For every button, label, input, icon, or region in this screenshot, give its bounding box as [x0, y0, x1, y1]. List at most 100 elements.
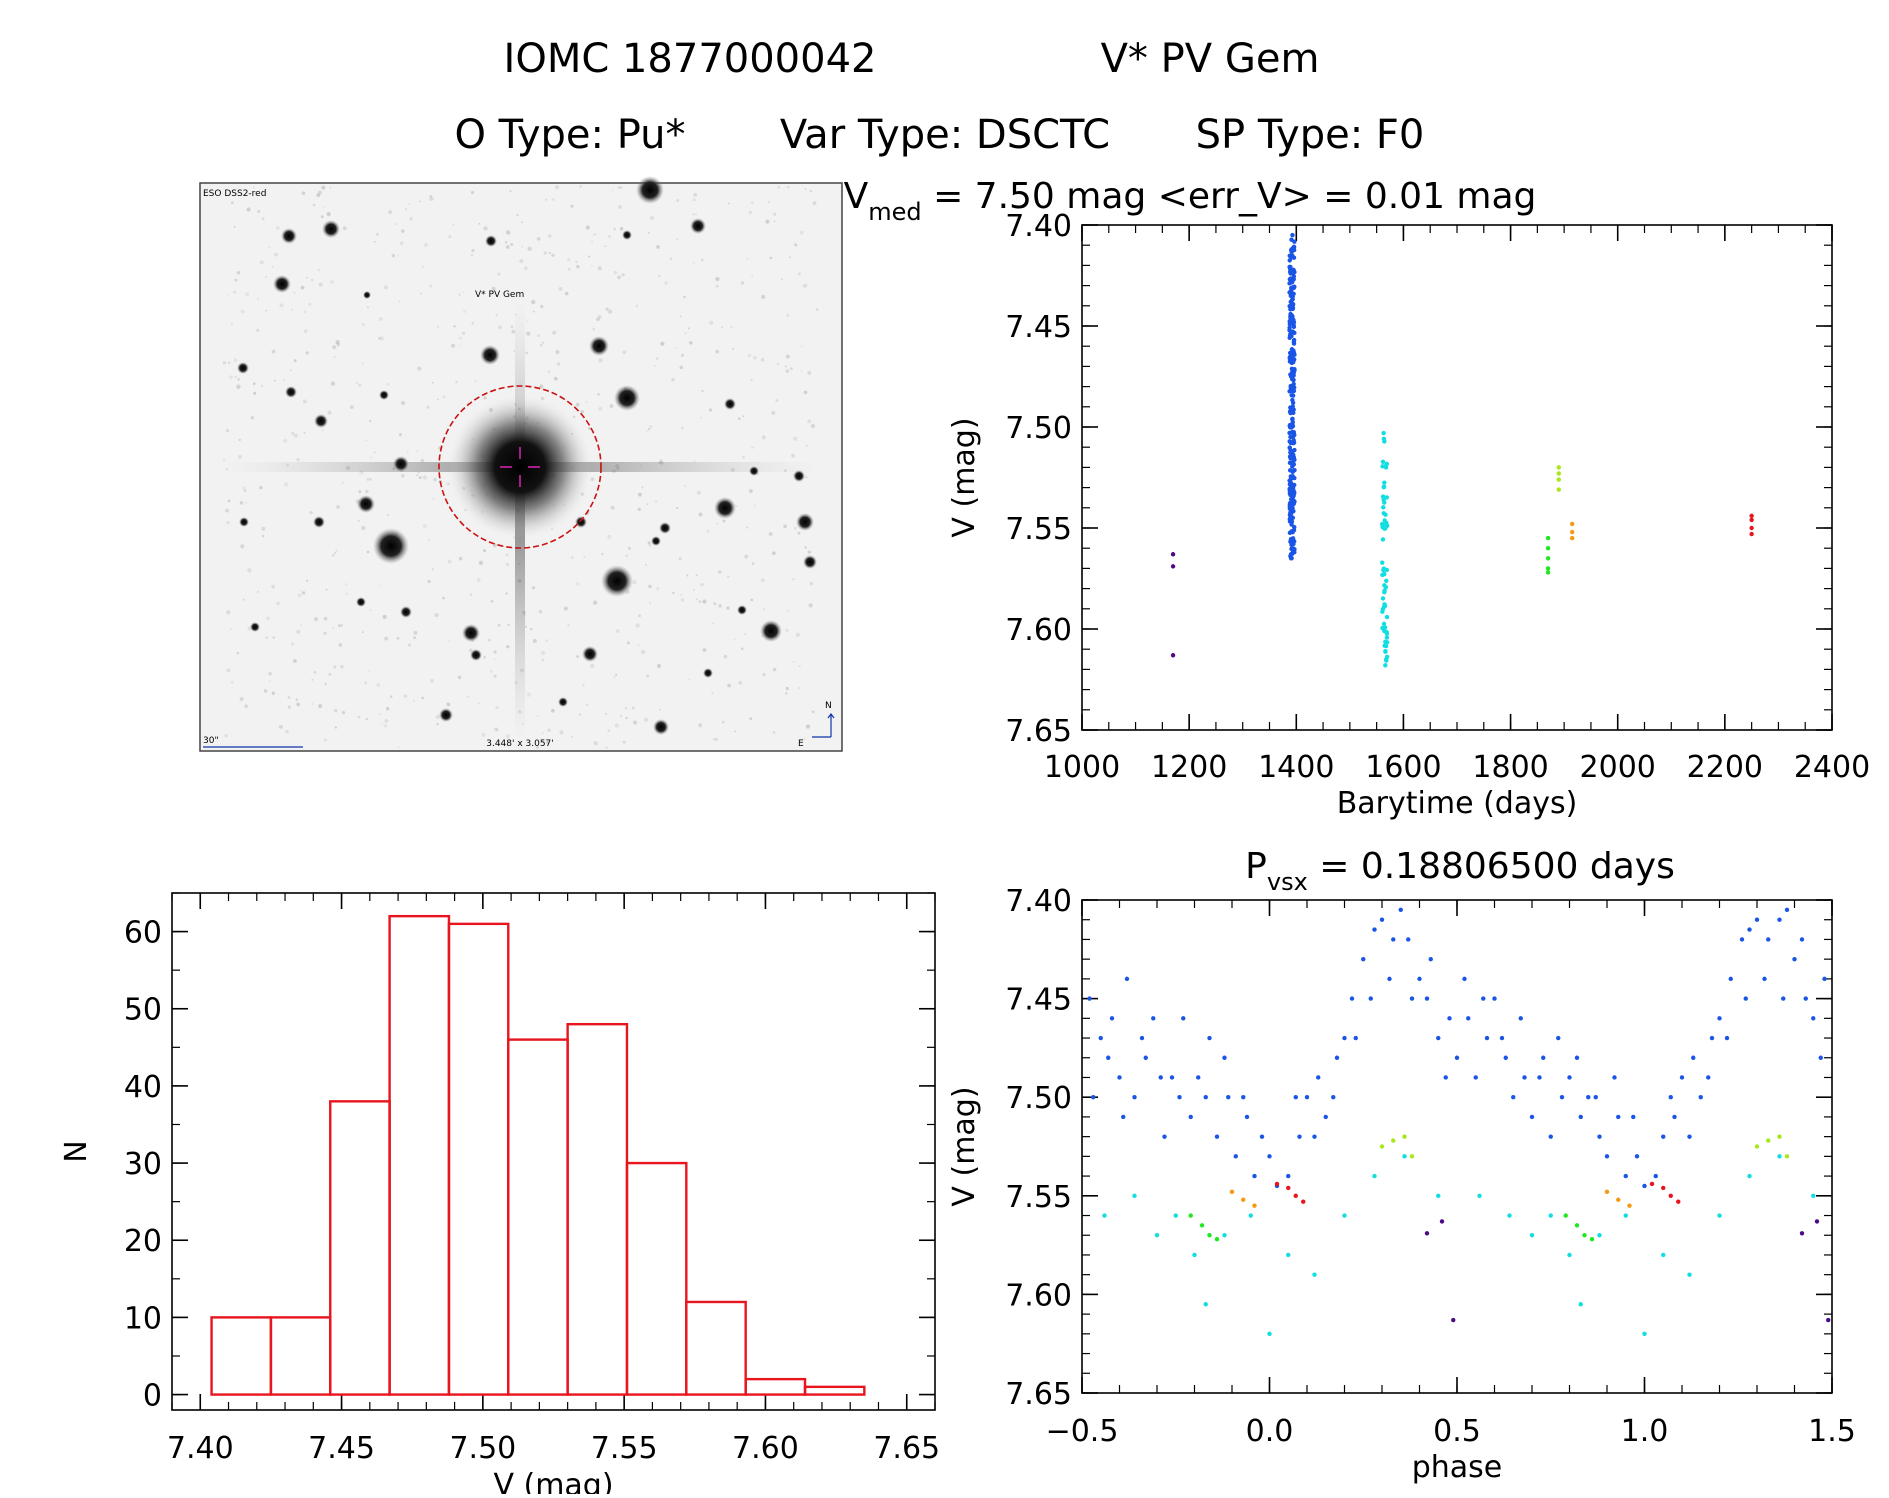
- lightcurve-point: [1382, 602, 1387, 607]
- lightcurve-point: [1290, 416, 1295, 421]
- finder-star: [273, 275, 291, 293]
- phased-point: [1574, 1055, 1580, 1060]
- finder-survey-label: ESO DSS2-red: [203, 189, 266, 199]
- histogram-bar: [803, 1385, 866, 1396]
- phased-point: [1676, 1199, 1681, 1204]
- phased-point: [1781, 996, 1786, 1001]
- phased-point: [1098, 1035, 1103, 1041]
- finder-star: [393, 456, 409, 472]
- lightcurve-point: [1292, 475, 1297, 481]
- lightcurve-point: [1289, 393, 1294, 398]
- phased-point: [1743, 996, 1748, 1001]
- y-tick-label: 10: [124, 1301, 162, 1336]
- phased-point: [1529, 1233, 1535, 1238]
- phased-point: [1529, 1114, 1535, 1120]
- phased-point: [1574, 1223, 1580, 1228]
- lightcurve-point: [1290, 317, 1295, 323]
- lightcurve-point: [1291, 276, 1296, 282]
- lightcurve-point: [1291, 350, 1297, 355]
- phased-point: [1124, 976, 1130, 982]
- lightcurve-point: [1287, 409, 1293, 414]
- phased-point: [1586, 1095, 1591, 1100]
- lightcurve-point: [1380, 459, 1386, 464]
- phased-point: [1188, 1213, 1193, 1218]
- phased-point: [1274, 1181, 1280, 1187]
- finder-star: [659, 522, 671, 534]
- phased-point: [1132, 1193, 1137, 1199]
- x-tick-label: 7.60: [732, 1431, 799, 1466]
- phased-point: [1642, 1183, 1647, 1189]
- finder-star: [485, 235, 497, 247]
- finder-star: [714, 497, 736, 519]
- finder-north-label: N: [825, 701, 832, 711]
- phased-point: [1709, 1035, 1715, 1041]
- y-tick-label: 7.60: [1005, 613, 1072, 648]
- phased-point: [1672, 1114, 1677, 1120]
- phased-point: [1612, 1075, 1617, 1080]
- phased-point: [1439, 1219, 1445, 1224]
- phased-point: [1436, 1193, 1441, 1199]
- lightcurve-point: [1381, 484, 1387, 489]
- phased-point: [1792, 956, 1797, 962]
- phased-point: [1687, 1272, 1692, 1277]
- histogram-bar: [329, 1100, 391, 1396]
- lightcurve-point: [1749, 517, 1754, 523]
- phased-point: [1398, 907, 1403, 913]
- finder-star: [690, 218, 706, 234]
- phased-point: [1181, 1016, 1186, 1021]
- phased-point: [1304, 1095, 1310, 1100]
- x-tick-label: 1800: [1472, 750, 1548, 785]
- lightcurve-point: [1289, 314, 1295, 319]
- phased-point: [1623, 1213, 1628, 1218]
- lightcurve-point: [1291, 337, 1297, 343]
- phased-point: [1799, 937, 1805, 942]
- phased-point: [1739, 937, 1745, 942]
- phased-point: [1402, 1134, 1407, 1139]
- x-tick-label: 1.5: [1808, 1414, 1856, 1449]
- y-axis-label: N: [59, 1140, 94, 1162]
- phased-point: [1361, 956, 1366, 962]
- lightcurve-point: [1287, 482, 1293, 487]
- lightcurve-point: [1292, 284, 1297, 289]
- finder-star: [703, 668, 713, 678]
- finder-star: [589, 336, 609, 356]
- lightcurve-point: [1287, 454, 1293, 459]
- y-tick-label: 7.55: [1005, 512, 1072, 547]
- x-tick-label: 7.55: [591, 1431, 658, 1466]
- x-tick-label: 1200: [1151, 750, 1227, 785]
- chart-title-symbol: P: [1245, 846, 1267, 887]
- phased-point: [1342, 1035, 1347, 1041]
- lightcurve-point: [1292, 447, 1297, 453]
- lightcurve-point: [1749, 513, 1754, 519]
- phased-point: [1222, 1055, 1227, 1060]
- phased-point: [1301, 1199, 1306, 1204]
- lightcurve-point: [1545, 566, 1551, 571]
- y-tick-label: 7.55: [1005, 1180, 1072, 1215]
- phased-point: [1589, 1236, 1595, 1242]
- lightcurve-point: [1290, 404, 1295, 409]
- finder-target-label: V* PV Gem: [475, 290, 524, 300]
- y-tick-label: 0: [143, 1379, 162, 1414]
- x-axis-label: Barytime (days): [1337, 786, 1578, 821]
- chart-title: Vmed = 7.50 mag <err_V> = 0.01 mag: [844, 176, 1537, 226]
- lightcurve-point: [1292, 457, 1297, 462]
- phased-point: [1717, 1213, 1722, 1218]
- phased-point: [1241, 1095, 1246, 1100]
- phased-point: [1109, 1016, 1115, 1021]
- finder-fov-label: 3.448' x 3.057': [486, 739, 554, 749]
- phased-point: [1196, 1075, 1201, 1080]
- phased-point: [1402, 1154, 1407, 1159]
- phased-point: [1762, 976, 1767, 982]
- lightcurve-point: [1384, 567, 1390, 573]
- phased-point: [1368, 996, 1373, 1001]
- lightcurve-point: [1381, 497, 1386, 503]
- chart-title-symbol: V: [844, 176, 869, 217]
- phased-point: [1342, 1213, 1347, 1218]
- phased-point: [1387, 976, 1392, 982]
- lightcurve-point: [1288, 450, 1293, 455]
- phased-point: [1578, 1114, 1583, 1120]
- phased-point: [1214, 1134, 1220, 1139]
- lightcurve-point: [1291, 377, 1296, 383]
